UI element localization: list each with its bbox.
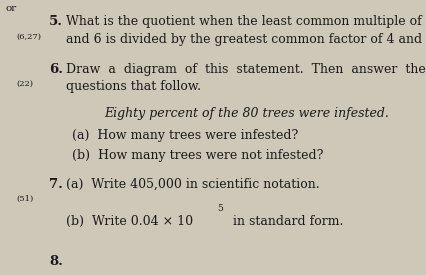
Text: Eighty percent of the 80 trees were infested.: Eighty percent of the 80 trees were infe… [104, 107, 389, 120]
Text: (6,27): (6,27) [16, 33, 41, 41]
Text: or: or [5, 4, 16, 13]
Text: 7.: 7. [49, 178, 63, 191]
Text: (b)  How many trees were not infested?: (b) How many trees were not infested? [72, 148, 324, 161]
Text: (a)  Write 405,000 in scientific notation.: (a) Write 405,000 in scientific notation… [66, 178, 320, 191]
Text: (a)  How many trees were infested?: (a) How many trees were infested? [72, 129, 299, 142]
Text: (51): (51) [16, 195, 33, 203]
Text: 6.: 6. [49, 63, 63, 76]
Text: (b)  Write 0.04 × 10: (b) Write 0.04 × 10 [66, 215, 193, 228]
Text: questions that follow.: questions that follow. [66, 80, 201, 93]
Text: and 6 is divided by the greatest common factor of 4 and 6?: and 6 is divided by the greatest common … [66, 33, 426, 46]
Text: What is the quotient when the least common multiple of 4: What is the quotient when the least comm… [66, 15, 426, 28]
Text: (22): (22) [16, 80, 33, 88]
Text: 5.: 5. [49, 15, 63, 28]
Text: 8.: 8. [49, 255, 63, 268]
Text: Draw  a  diagram  of  this  statement.  Then  answer  the: Draw a diagram of this statement. Then a… [66, 63, 426, 76]
Text: 5: 5 [217, 204, 223, 213]
Text: in standard form.: in standard form. [229, 215, 343, 228]
